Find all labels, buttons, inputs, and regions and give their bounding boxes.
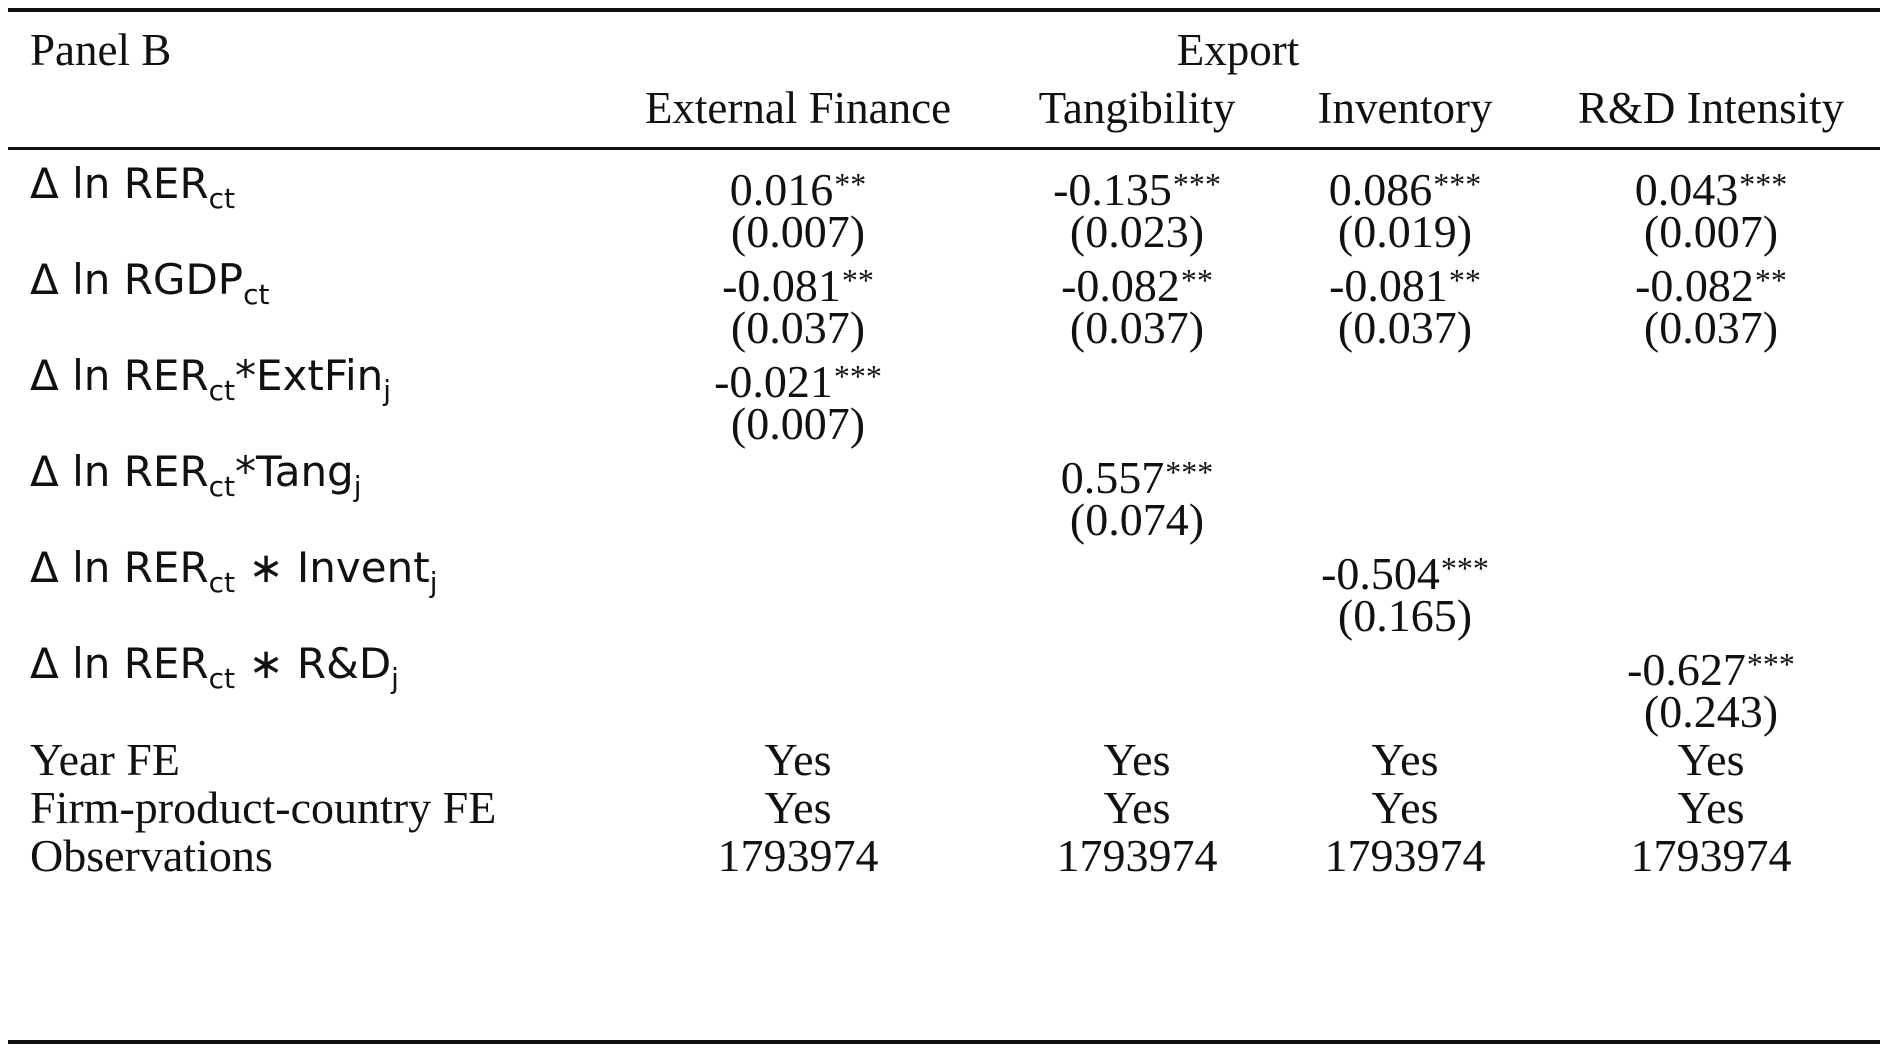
row-label-base: Δ ln RGDP <box>30 255 244 304</box>
row-label-interaction: ∗ Invent <box>235 543 430 592</box>
standard-error-cell: (0.074) <box>1069 494 1205 545</box>
significance-stars: *** <box>1172 166 1221 202</box>
standard-error-cell: (0.007) <box>730 398 866 449</box>
coefficient-value: -0.135 <box>1053 164 1172 215</box>
row-label: Δ ln RERct ∗ Inventj <box>30 542 437 597</box>
coefficient-cell: -0.082** <box>1521 254 1889 311</box>
coefficient-cell: -0.081** <box>608 254 988 311</box>
row-label-subscript: ct <box>243 278 270 311</box>
row-label-subscript: j <box>429 566 438 599</box>
coefficient-value: -0.627 <box>1627 644 1746 695</box>
coefficient-cell: 0.043*** <box>1521 158 1889 215</box>
row-label-base: Δ ln RER <box>30 543 209 592</box>
significance-stars: *** <box>1739 166 1788 202</box>
row-label: Δ ln RERct ∗ R&Dj <box>30 638 399 693</box>
standard-error-cell: (0.037) <box>1069 302 1205 353</box>
row-label-subscript: ct <box>208 182 235 215</box>
column-header: External Finance <box>644 83 952 133</box>
footer-row-value: Yes <box>1371 734 1439 785</box>
row-label-subscript: j <box>353 470 362 503</box>
coefficient-value: 0.086 <box>1328 164 1433 215</box>
standard-error-cell: (0.007) <box>1643 206 1779 257</box>
row-label-subscript: j <box>383 374 392 407</box>
footer-row-label: Year FE <box>30 734 180 785</box>
row-label-subscript: ct <box>208 566 235 599</box>
footer-row-value: Yes <box>1371 782 1439 833</box>
row-label-base: Δ ln RER <box>30 447 209 496</box>
footer-row-value: 1793974 <box>1630 830 1792 881</box>
row-label: Δ ln RGDPct <box>30 254 270 309</box>
coefficient-value: -0.082 <box>1061 260 1180 311</box>
footer-row-value: Yes <box>764 734 832 785</box>
significance-stars: ** <box>1754 262 1787 298</box>
coefficient-value: 0.557 <box>1060 452 1165 503</box>
standard-error-cell: (0.243) <box>1643 686 1779 737</box>
coefficient-cell: 0.557*** <box>947 446 1327 503</box>
significance-stars: ** <box>841 262 874 298</box>
row-label-subscript: ct <box>208 374 235 407</box>
column-header: R&D Intensity <box>1577 83 1845 133</box>
row-label: Δ ln RERct*ExtFinj <box>30 350 391 405</box>
bottom-rule <box>8 1040 1880 1044</box>
coefficient-cell: 0.016** <box>608 158 988 215</box>
row-label-subscript: ct <box>208 662 235 695</box>
standard-error-cell: (0.165) <box>1337 590 1473 641</box>
coefficient-cell: -0.021*** <box>608 350 988 407</box>
significance-stars: *** <box>1440 550 1489 586</box>
significance-stars: *** <box>1746 646 1795 682</box>
coefficient-value: 0.016 <box>729 164 834 215</box>
footer-row-value: Yes <box>1103 782 1171 833</box>
standard-error-cell: (0.023) <box>1069 206 1205 257</box>
footer-row-value: 1793974 <box>1324 830 1486 881</box>
row-label-base: Δ ln RER <box>30 159 209 208</box>
coefficient-cell: -0.627*** <box>1521 638 1889 695</box>
row-label-subscript: j <box>391 662 399 695</box>
regression-table: Panel B Export External Finance Tangibil… <box>8 8 1880 1044</box>
footer-row-value: Yes <box>1103 734 1171 785</box>
standard-error-cell: (0.037) <box>1643 302 1779 353</box>
column-header: Inventory <box>1317 83 1493 133</box>
significance-stars: ** <box>1180 262 1213 298</box>
significance-stars: *** <box>833 358 882 394</box>
coefficient-value: -0.021 <box>714 356 833 407</box>
dependent-variable-header: Export <box>1176 25 1300 75</box>
significance-stars: *** <box>1433 166 1482 202</box>
coefficient-cell: -0.504*** <box>1215 542 1595 599</box>
column-header: Tangibility <box>1038 83 1236 133</box>
standard-error-cell: (0.037) <box>1337 302 1473 353</box>
coefficient-value: -0.081 <box>722 260 841 311</box>
standard-error-cell: (0.019) <box>1337 206 1473 257</box>
header-rule <box>8 147 1880 150</box>
coefficient-cell: -0.081** <box>1215 254 1595 311</box>
row-label: Δ ln RERct*Tangj <box>30 446 362 501</box>
row-label-base: Δ ln RER <box>30 351 209 400</box>
standard-error-cell: (0.037) <box>730 302 866 353</box>
row-label: Δ ln RERct <box>30 158 235 213</box>
coefficient-value: -0.504 <box>1321 548 1440 599</box>
coefficient-value: -0.081 <box>1329 260 1448 311</box>
row-label-subscript: ct <box>208 470 235 503</box>
row-label-interaction: *Tang <box>235 447 354 496</box>
top-rule <box>8 8 1880 12</box>
footer-row-value: 1793974 <box>717 830 879 881</box>
standard-error-cell: (0.007) <box>730 206 866 257</box>
row-label-base: Δ ln RER <box>30 639 209 688</box>
footer-row-label: Firm-product-country FE <box>30 782 497 833</box>
coefficient-value: 0.043 <box>1634 164 1739 215</box>
coefficient-cell: -0.082** <box>947 254 1327 311</box>
significance-stars: *** <box>1165 454 1214 490</box>
footer-row-label: Observations <box>30 830 273 881</box>
coefficient-value: -0.082 <box>1635 260 1754 311</box>
coefficient-cell: 0.086*** <box>1215 158 1595 215</box>
coefficient-cell: -0.135*** <box>947 158 1327 215</box>
footer-row-value: Yes <box>1677 734 1745 785</box>
row-label-interaction: *ExtFin <box>235 351 384 400</box>
significance-stars: ** <box>1448 262 1481 298</box>
row-label-interaction: ∗ R&D <box>235 639 392 688</box>
footer-row-value: Yes <box>764 782 832 833</box>
footer-row-value: 1793974 <box>1056 830 1218 881</box>
panel-label: Panel B <box>30 25 172 75</box>
footer-row-value: Yes <box>1677 782 1745 833</box>
significance-stars: ** <box>834 166 867 202</box>
